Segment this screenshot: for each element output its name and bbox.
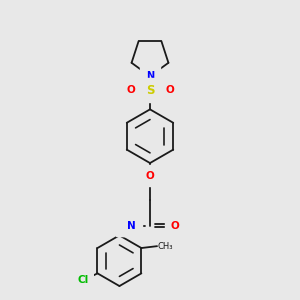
Text: O: O [146,171,154,181]
Text: O: O [165,85,174,95]
Text: N: N [128,221,136,231]
Text: Cl: Cl [78,275,89,285]
Text: H: H [121,221,129,231]
Text: CH₃: CH₃ [158,242,173,251]
Text: O: O [126,85,135,95]
Text: O: O [171,221,180,231]
Text: N: N [146,71,154,81]
Text: S: S [146,84,154,97]
